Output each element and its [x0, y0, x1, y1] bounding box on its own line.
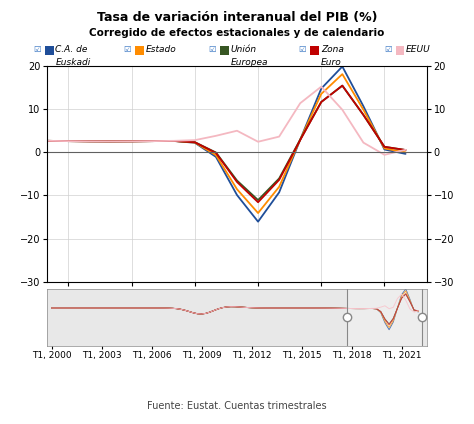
Text: Zona: Zona — [321, 45, 344, 53]
Text: Europea: Europea — [231, 58, 268, 67]
Text: Fuente: Eustat. Cuentas trimestrales: Fuente: Eustat. Cuentas trimestrales — [147, 401, 327, 411]
Text: Tasa de variación interanual del PIB (%): Tasa de variación interanual del PIB (%) — [97, 11, 377, 24]
Text: ☑: ☑ — [384, 45, 392, 53]
Text: Euskadi: Euskadi — [55, 58, 91, 67]
Text: Euro: Euro — [321, 58, 342, 67]
Bar — [347, 289, 422, 346]
Text: Corregido de efectos estacionales y de calendario: Corregido de efectos estacionales y de c… — [89, 28, 385, 38]
Text: C.A. de: C.A. de — [55, 45, 88, 53]
Text: ☑: ☑ — [209, 45, 216, 53]
Text: Unión: Unión — [231, 45, 257, 53]
Text: ☑: ☑ — [123, 45, 131, 53]
Text: Estado: Estado — [146, 45, 176, 53]
Text: ☑: ☑ — [299, 45, 306, 53]
Text: EEUU: EEUU — [406, 45, 431, 53]
Text: ☑: ☑ — [33, 45, 41, 53]
